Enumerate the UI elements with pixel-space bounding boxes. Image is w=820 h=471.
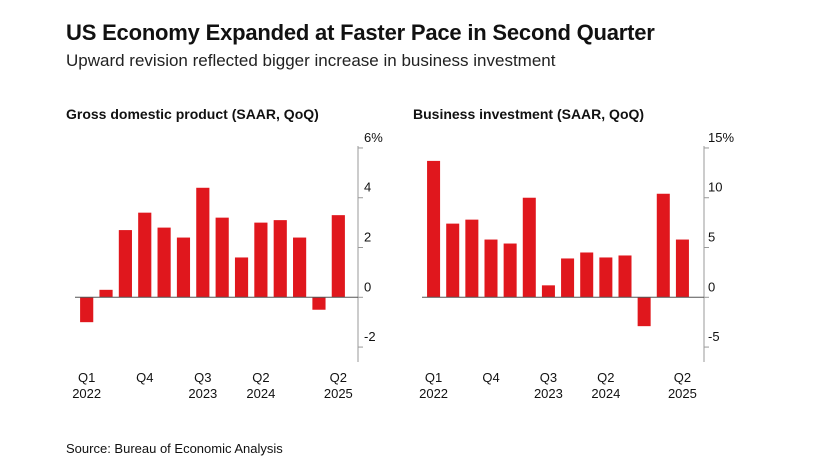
gdp-x-tick-label: Q4 — [136, 370, 153, 385]
business-investment-bar — [427, 160, 441, 298]
business-investment-y-tick-label: 10 — [708, 180, 722, 195]
gdp-x-tick-label: Q2 — [330, 370, 347, 385]
business-investment-x-tick-label: Q4 — [482, 370, 499, 385]
gdp-bar — [196, 187, 210, 298]
gdp-x-tick-year-label: 2023 — [188, 386, 217, 401]
business-investment-bar — [675, 239, 689, 298]
business-investment-bar — [599, 257, 613, 298]
business-investment-bar — [522, 197, 536, 298]
business-investment-bar — [561, 258, 575, 298]
business-investment-bar — [465, 219, 479, 298]
business-investment-bar — [541, 285, 555, 298]
gdp-bar — [118, 230, 132, 298]
business-investment-chart-title: Business investment (SAAR, QoQ) — [413, 106, 645, 122]
gdp-bar — [215, 217, 229, 298]
gdp-bar — [254, 222, 268, 298]
gdp-bar — [138, 212, 152, 298]
gdp-bar — [331, 215, 345, 298]
gdp-y-tick-label: 4 — [364, 180, 371, 195]
business-investment-y-tick-label: 5 — [708, 230, 715, 245]
business-investment-bar — [637, 297, 651, 327]
gdp-y-tick-label: 0 — [364, 279, 371, 294]
business-investment-bar — [656, 193, 670, 298]
gdp-bar — [157, 227, 171, 298]
gdp-x-tick-label: Q1 — [78, 370, 95, 385]
source-note: Source: Bureau of Economic Analysis — [66, 441, 283, 456]
business-investment-x-tick-label: Q2 — [674, 370, 691, 385]
gdp-x-tick-label: Q2 — [252, 370, 269, 385]
business-investment-x-tick-label: Q1 — [425, 370, 442, 385]
chart-subtitle: Upward revision reflected bigger increas… — [66, 51, 556, 70]
gdp-bar — [234, 257, 249, 298]
gdp-bar — [312, 297, 326, 310]
gdp-y-tick-label: 6% — [364, 130, 383, 145]
gdp-x-tick-year-label: 2024 — [246, 386, 275, 401]
gdp-chart-title: Gross domestic product (SAAR, QoQ) — [66, 106, 319, 122]
business-investment-bar — [446, 223, 460, 298]
gdp-x-tick-label: Q3 — [194, 370, 211, 385]
gdp-bar — [176, 237, 191, 298]
business-investment-x-tick-label: Q2 — [597, 370, 614, 385]
gdp-bar — [99, 289, 113, 298]
business-investment-bar — [484, 239, 498, 298]
business-investment-y-tick-label: 15% — [708, 130, 734, 145]
business-investment-x-tick-label: Q3 — [540, 370, 557, 385]
business-investment-x-tick-year-label: 2023 — [534, 386, 563, 401]
chart-headline: US Economy Expanded at Faster Pace in Se… — [66, 20, 655, 45]
business-investment-x-tick-year-label: 2022 — [419, 386, 448, 401]
business-investment-bar — [618, 255, 632, 298]
business-investment-y-tick-label: 0 — [708, 279, 715, 294]
gdp-x-tick-year-label: 2022 — [72, 386, 101, 401]
business-investment-bar — [503, 243, 517, 298]
gdp-bar — [293, 237, 307, 298]
gdp-y-tick-label: 2 — [364, 230, 371, 245]
business-investment-x-tick-year-label: 2024 — [591, 386, 620, 401]
gdp-bar — [273, 220, 287, 298]
business-investment-x-tick-year-label: 2025 — [668, 386, 697, 401]
gdp-y-tick-label: -2 — [364, 329, 376, 344]
gdp-bar — [80, 297, 94, 323]
business-investment-bar — [580, 252, 594, 298]
business-investment-y-tick-label: -5 — [708, 329, 720, 344]
gdp-x-tick-year-label: 2025 — [324, 386, 353, 401]
